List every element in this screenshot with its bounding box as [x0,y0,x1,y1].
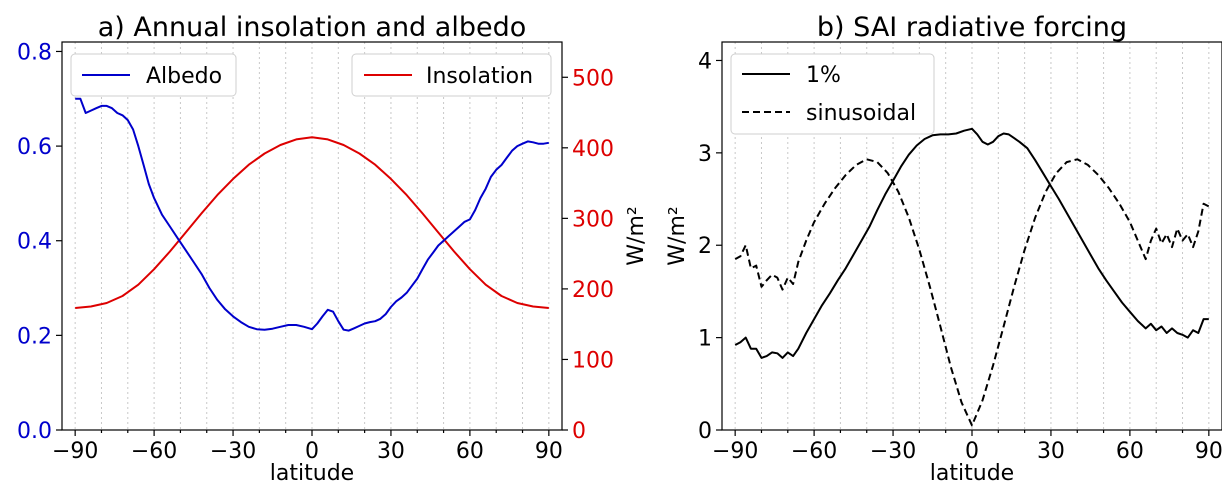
x-tick-label: 0 [305,439,319,464]
albedo-line [75,97,549,332]
x-tick-label: 0 [965,439,979,464]
y-tick-label: 1 [698,327,712,352]
legend-label-sinusoidal: sinusoidal [806,101,916,126]
panel-b-legend: 1% sinusoidal [730,53,935,135]
panel-a-plot-frame [61,41,563,431]
legend-box [70,53,237,97]
panel-b-y-axis: 0 1 2 3 4 [698,49,722,444]
x-tick-label: −30 [210,439,256,464]
x-tick-label: −90 [52,439,98,464]
panel-b-series-lines [734,127,1210,427]
panel-b-x-axis: −90 −60 −30 0 30 60 90 [712,430,1222,464]
panel-b-x-axis-label: latitude [930,461,1014,486]
y-tick-label: 500 [572,66,614,91]
panel-a-legend-insolation: Insolation [351,53,552,97]
x-tick-label: 30 [377,439,405,464]
x-tick-label: −60 [131,439,177,464]
panel-a-albedo-insolation: a) Annual insolation and albedo −90 −60 −3… [17,12,649,486]
y-tick-label: 0.6 [17,135,52,160]
y-tick-label: 400 [572,137,614,162]
x-tick-label: 30 [1037,439,1065,464]
y-tick-label: 0.4 [17,230,52,255]
x-tick-label: −30 [870,439,916,464]
panel-a-x-axis-label: latitude [270,461,354,486]
y-tick-label: 3 [698,142,712,167]
panel-a-left-y-axis: 0.0 0.2 0.4 0.6 0.8 [17,40,62,444]
panel-a-legend-albedo: Albedo [70,53,237,97]
x-tick-label: 90 [535,439,563,464]
panel-a-title: a) Annual insolation and albedo [98,12,526,43]
legend-box [351,53,552,97]
y-tick-label: 0 [572,419,586,444]
y-tick-label: 2 [698,234,712,259]
y-tick-label: 300 [572,207,614,232]
legend-label-insolation: Insolation [426,64,533,89]
y-tick-label: 0.8 [17,40,52,65]
insolation-line [75,136,549,309]
x-tick-label: −60 [791,439,837,464]
panel-b-sai-forcing: b) SAI radiative forcing −90 −60 −30 0 30 60 9… [665,12,1222,486]
panel-b-y-axis-label: W/m² [665,206,690,265]
panel-a-right-y-axis: 0 100 200 300 400 500 [562,66,614,444]
y-tick-label: 4 [698,49,712,74]
legend-label-albedo: Albedo [146,64,222,89]
one-percent-line [734,127,1209,359]
legend-label-1pct: 1% [806,63,841,88]
y-tick-label: 0.0 [17,419,52,444]
x-tick-label: 60 [456,439,484,464]
x-tick-label: −90 [712,439,758,464]
y-tick-label: 0.2 [17,324,52,349]
y-tick-label: 200 [572,278,614,303]
panel-a-series-lines [75,97,549,332]
x-tick-label: 60 [1116,439,1144,464]
panel-b-title: b) SAI radiative forcing [817,12,1127,43]
sinusoidal-line [734,158,1210,427]
y-tick-label: 100 [572,348,614,373]
y-tick-label: 0 [698,419,712,444]
x-tick-label: 90 [1195,439,1222,464]
panel-a-x-axis: −90 −60 −30 0 30 60 90 [52,430,563,464]
panel-a-right-y-axis-label: W/m² [624,206,649,265]
panel-a-gridlines [74,42,550,430]
